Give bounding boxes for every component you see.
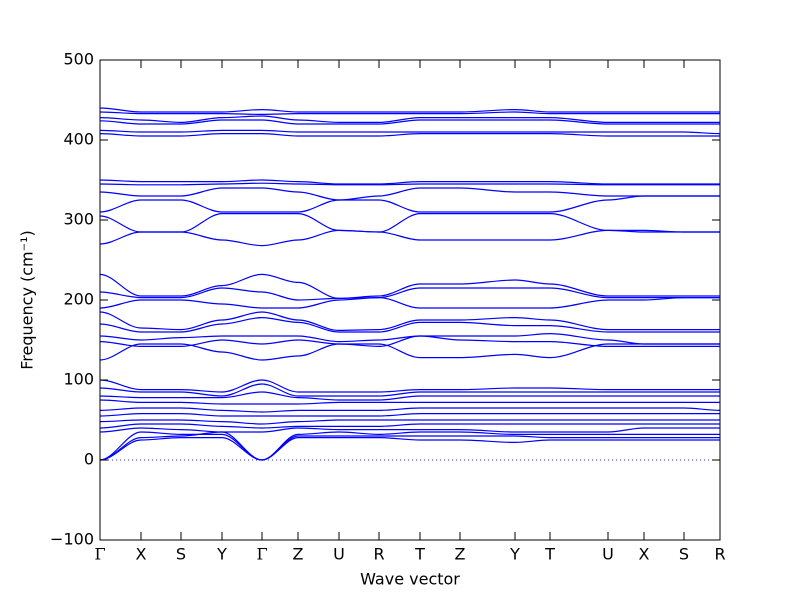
band-line xyxy=(99,187,720,201)
band-line xyxy=(99,119,720,125)
x-tick-label: Z xyxy=(455,545,466,564)
y-tick-label: 100 xyxy=(63,370,94,389)
band-line xyxy=(99,379,720,393)
x-tick-label: Y xyxy=(509,545,520,564)
band-line xyxy=(99,107,720,113)
band-line xyxy=(99,427,720,433)
x-tick-label: Y xyxy=(216,545,227,564)
band-line xyxy=(99,419,720,425)
y-tick-label: 400 xyxy=(63,130,94,149)
band-line xyxy=(99,383,720,397)
x-tick-label: S xyxy=(176,545,186,564)
x-tick-label: R xyxy=(373,545,384,564)
band-line xyxy=(99,195,720,213)
band-line xyxy=(99,423,720,429)
y-tick-label: 500 xyxy=(63,50,94,69)
x-tick-label: U xyxy=(333,545,345,564)
band-line xyxy=(99,182,720,186)
band-line xyxy=(99,229,720,247)
band-line xyxy=(99,287,720,301)
y-tick-label: 300 xyxy=(63,210,94,229)
x-tick-label: X xyxy=(639,545,650,564)
band-line xyxy=(99,273,720,300)
y-tick-label: −100 xyxy=(50,530,94,549)
x-tick-label: X xyxy=(136,545,147,564)
x-tick-label: T xyxy=(544,545,555,564)
y-tick-label: 200 xyxy=(63,290,94,309)
x-tick-label: Z xyxy=(293,545,304,564)
band-line xyxy=(99,332,720,345)
y-axis-label: Frequency (cm⁻¹) xyxy=(18,230,37,369)
band-line xyxy=(99,311,720,332)
band-line xyxy=(99,212,720,233)
band-line xyxy=(99,316,720,333)
x-tick-label: U xyxy=(602,545,614,564)
x-tick-label: Γ xyxy=(94,545,105,564)
x-axis-label: Wave vector xyxy=(360,570,460,589)
band-line xyxy=(99,133,720,137)
x-tick-label: R xyxy=(714,545,725,564)
x-tick-label: S xyxy=(679,545,689,564)
band-line xyxy=(99,399,720,405)
band-line xyxy=(99,431,720,461)
y-tick-label: 0 xyxy=(84,450,94,469)
band-line xyxy=(99,129,721,135)
band-line xyxy=(99,391,720,401)
x-tick-label: T xyxy=(414,545,425,564)
band-line xyxy=(99,343,720,361)
band-line xyxy=(99,296,720,309)
x-tick-label: Γ xyxy=(256,545,267,564)
band-line xyxy=(99,179,720,185)
band-line xyxy=(99,437,720,461)
band-line xyxy=(99,407,721,413)
band-line xyxy=(99,115,720,124)
band-line xyxy=(99,111,721,116)
band-line xyxy=(99,412,720,417)
band-line xyxy=(99,335,720,348)
